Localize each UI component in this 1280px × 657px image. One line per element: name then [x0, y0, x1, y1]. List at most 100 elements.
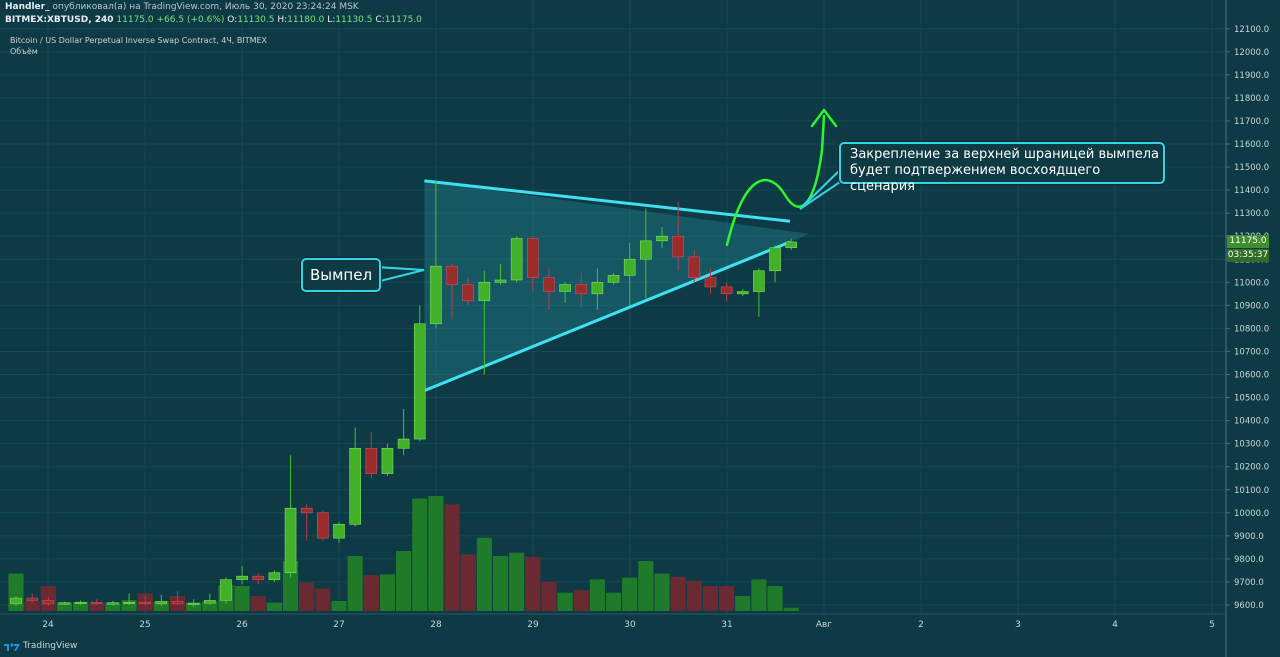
candle-body: [349, 447, 361, 525]
volume-bar: [24, 601, 40, 611]
candle-body: [58, 602, 71, 605]
volume-bar: [686, 581, 702, 611]
time-tick-label: 24: [42, 620, 54, 630]
candle-body: [365, 447, 378, 474]
candle-body: [688, 256, 701, 278]
price-tick-label: 10000.0: [1234, 509, 1269, 519]
scenario-callout-line1: Закрепление за верхней шраницей вымпела: [850, 147, 1159, 162]
candle-body: [510, 238, 523, 281]
candle-body: [656, 235, 668, 242]
candle-body: [397, 438, 410, 449]
candle-body: [462, 284, 475, 302]
time-tick-label: 3: [1015, 620, 1021, 630]
candle-body: [446, 265, 458, 285]
volume-bar: [299, 582, 315, 611]
volume-bars: [8, 496, 799, 611]
candle-body: [736, 291, 749, 295]
pennant-pattern[interactable]: [423, 179, 810, 393]
volume-bar: [509, 552, 525, 611]
candle-body: [220, 579, 232, 601]
pennant-upper-line[interactable]: [424, 179, 791, 223]
price-tick-label: 11000.0: [1234, 278, 1269, 288]
volume-bar: [266, 602, 282, 611]
candle-body: [591, 281, 604, 295]
candle-body: [543, 277, 555, 292]
volume-bar: [73, 601, 89, 611]
price-axis[interactable]: 9600.0 9700.0 9800.0 9900.0 10000.0 10100.0 10…: [1226, 25, 1269, 611]
arrow-up-icon: [810, 108, 838, 128]
candle-body: [381, 447, 394, 474]
price-tick-label: 10800.0: [1234, 324, 1269, 334]
candle-body: [300, 507, 313, 514]
volume-bar: [379, 574, 396, 611]
candle-body: [785, 241, 798, 249]
price-tick-label: 10400.0: [1234, 417, 1269, 427]
candle-body: [720, 286, 733, 295]
volume-bar: [460, 554, 476, 611]
volume-bar: [105, 602, 121, 611]
volume-bar: [412, 498, 428, 611]
time-tick-label: 29: [527, 620, 539, 630]
price-tick-label: 10300.0: [1234, 440, 1269, 450]
candle-body: [123, 601, 135, 605]
last-price: 11175.0: [116, 15, 154, 25]
price-tick-label: 11700.0: [1234, 117, 1269, 127]
volume-bar: [363, 575, 379, 611]
candle-body: [769, 247, 781, 272]
volume-bar: [234, 586, 250, 611]
price-tick-label: 9600.0: [1234, 601, 1264, 611]
candle-body: [139, 601, 151, 605]
candle-body: [526, 238, 539, 278]
volume-bar: [622, 577, 638, 611]
price-tick-label: 10200.0: [1234, 463, 1269, 473]
volume-bar: [751, 579, 767, 611]
price-tick-label: 12000.0: [1234, 48, 1269, 58]
candle-body: [704, 277, 717, 288]
projection-path[interactable]: [725, 114, 826, 247]
volume-bar: [589, 579, 605, 611]
volume-bar: [250, 596, 266, 611]
time-axis[interactable]: 24 25 26 27 28 29 30 31 Авг 2 3 4 5: [42, 620, 1215, 630]
projection-arrow[interactable]: [725, 108, 838, 247]
price-tick-label: 10900.0: [1234, 301, 1269, 311]
candle-body: [753, 270, 765, 292]
volume-bar: [89, 602, 105, 611]
price-tick-label: 11300.0: [1234, 209, 1269, 219]
candle-body: [478, 281, 491, 302]
volume-bar: [476, 537, 492, 611]
candle-body: [26, 597, 38, 601]
ohlc-header: BITMEX:XBTUSD, 240 11175.0 +66.5 (+0.6%)…: [5, 15, 422, 25]
candle-body: [640, 240, 652, 260]
open-label: O:: [227, 15, 238, 25]
candle-body: [333, 524, 345, 539]
pennant-callout[interactable]: Вымпел: [301, 258, 381, 292]
volume-bar: [396, 551, 412, 611]
volume-indicator-label[interactable]: Объём: [10, 47, 38, 56]
candle-body: [575, 284, 588, 295]
price-tick-label: 11900.0: [1234, 71, 1269, 81]
candle-body: [268, 572, 281, 580]
volume-bar: [702, 586, 719, 611]
volume-bar: [282, 561, 299, 611]
candle-body: [672, 235, 684, 258]
instrument-title: Bitcoin / US Dollar Perpetual Inverse Sw…: [10, 36, 268, 45]
volume-bar: [783, 607, 799, 611]
author-name[interactable]: Handler_: [5, 2, 50, 12]
candle-body: [559, 284, 571, 292]
pennant-lower-line[interactable]: [423, 240, 791, 393]
price-tick-label: 10500.0: [1234, 394, 1269, 404]
publish-info: опубликовал(а) на TradingView.com, Июль …: [52, 2, 359, 12]
time-tick-label: 26: [236, 620, 248, 630]
price-tick-label: 9900.0: [1234, 532, 1264, 542]
volume-bar: [428, 496, 444, 611]
volume-bar: [315, 588, 331, 611]
candle-body: [10, 597, 22, 605]
footer-brand[interactable]: TradingView: [4, 641, 77, 651]
volume-bar: [605, 592, 622, 611]
tradingview-logo-icon: [4, 642, 20, 651]
volume-bar: [121, 600, 137, 611]
close-label: C:: [375, 15, 385, 25]
scenario-callout[interactable]: Закрепление за верхней шраницей вымпела …: [839, 142, 1165, 194]
volume-bar: [557, 592, 573, 611]
